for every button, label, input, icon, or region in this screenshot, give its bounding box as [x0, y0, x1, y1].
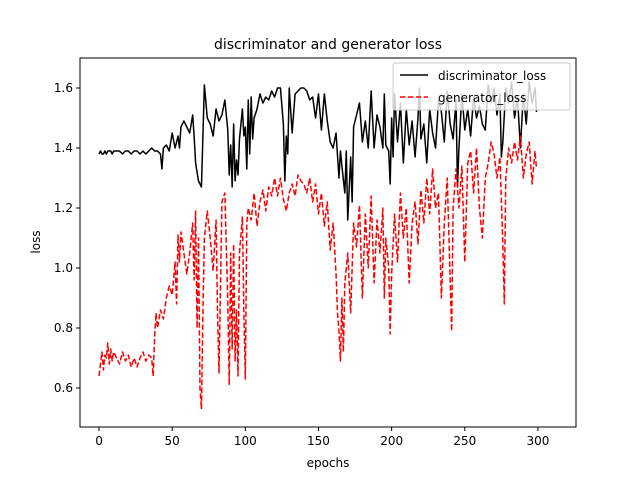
series-line-discriminator-loss	[98, 81, 538, 221]
y-tick-label: 1.2	[54, 201, 73, 215]
legend-box	[392, 62, 571, 111]
axes-border	[79, 57, 577, 428]
x-tick-label: 300	[527, 434, 550, 448]
x-tick-label: 250	[453, 434, 476, 448]
y-axis-ticks: 0.6 0.8 1.0 1.2 1.4 1.6	[54, 81, 80, 395]
legend-label-discriminator: discriminator_loss	[438, 69, 546, 83]
x-tick-label: 50	[165, 434, 180, 448]
x-tick-label: 0	[95, 434, 103, 448]
x-tick-label: 200	[380, 434, 403, 448]
plot-area	[79, 57, 577, 428]
y-tick-label: 1.0	[54, 261, 73, 275]
y-tick-label: 1.6	[54, 81, 73, 95]
chart-title: discriminator and generator loss	[214, 37, 442, 53]
x-tick-label: 150	[307, 434, 330, 448]
legend-label-generator: generator_loss	[438, 91, 526, 105]
legend: discriminator_loss generator_loss	[392, 62, 571, 111]
y-tick-label: 0.8	[54, 321, 73, 335]
y-tick-label: 0.6	[54, 381, 73, 395]
y-tick-label: 1.4	[54, 141, 73, 155]
x-axis-label: epochs	[307, 456, 350, 470]
x-tick-label: 100	[234, 434, 257, 448]
y-axis-label: loss	[29, 230, 43, 253]
series-layer	[98, 81, 538, 410]
axes-background	[80, 58, 576, 427]
x-axis-ticks: 0 50 100 150 200 250 300	[95, 427, 549, 448]
